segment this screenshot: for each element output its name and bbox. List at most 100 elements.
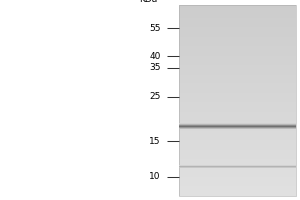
Bar — [178, 127, 296, 128]
Bar — [178, 162, 296, 164]
Bar — [178, 172, 296, 174]
Bar — [178, 64, 296, 65]
Bar — [178, 57, 296, 59]
Bar — [178, 35, 296, 37]
Bar — [178, 13, 296, 15]
Bar — [178, 45, 296, 46]
Bar — [178, 166, 296, 167]
Bar — [178, 40, 296, 42]
Bar — [178, 180, 296, 182]
Bar — [178, 61, 296, 62]
Text: 55: 55 — [149, 24, 160, 33]
Bar — [178, 126, 296, 128]
Bar — [178, 91, 296, 93]
Bar — [178, 151, 296, 153]
Bar — [178, 134, 296, 136]
Bar — [178, 32, 296, 34]
Bar — [178, 191, 296, 193]
Bar — [178, 110, 296, 112]
Bar — [178, 84, 296, 86]
Bar — [178, 37, 296, 38]
Bar — [178, 76, 296, 78]
Bar — [178, 38, 296, 40]
Bar — [178, 49, 296, 51]
Bar — [178, 8, 296, 10]
Bar — [178, 22, 296, 24]
Bar — [178, 164, 296, 166]
Bar — [178, 170, 296, 172]
Bar — [178, 97, 296, 99]
Bar — [178, 174, 296, 175]
Bar — [178, 142, 296, 143]
Bar — [178, 43, 296, 45]
Text: 40: 40 — [149, 52, 160, 61]
Bar — [178, 105, 296, 107]
Bar — [178, 116, 296, 118]
Bar — [178, 65, 296, 67]
Bar — [178, 189, 296, 191]
Bar — [178, 186, 296, 188]
Bar — [178, 143, 296, 145]
Bar — [178, 185, 296, 186]
Bar — [178, 126, 296, 127]
Bar — [178, 83, 296, 85]
Bar — [178, 68, 296, 70]
Bar — [178, 54, 296, 56]
Bar — [178, 128, 296, 129]
Bar — [178, 10, 296, 11]
Bar — [178, 59, 296, 61]
Bar — [178, 148, 296, 150]
Bar — [178, 11, 296, 13]
Bar — [178, 123, 296, 124]
Bar — [178, 118, 296, 120]
Bar — [178, 5, 296, 196]
Bar — [178, 111, 296, 113]
Bar — [178, 88, 296, 89]
Bar — [178, 16, 296, 18]
Bar — [178, 21, 296, 23]
Bar — [178, 78, 296, 80]
Bar — [178, 27, 296, 29]
Bar — [178, 140, 296, 142]
Bar — [178, 181, 296, 183]
Bar — [178, 169, 296, 171]
Bar — [178, 153, 296, 155]
Text: KDa: KDa — [139, 0, 158, 4]
Text: 10: 10 — [149, 172, 160, 181]
Bar — [178, 115, 296, 116]
Text: 15: 15 — [149, 137, 160, 146]
Bar — [178, 128, 296, 129]
Bar — [178, 125, 296, 126]
Bar — [178, 41, 296, 43]
Bar — [178, 81, 296, 83]
Bar — [178, 119, 296, 121]
Bar — [178, 103, 296, 105]
Bar — [178, 167, 296, 168]
Bar — [178, 29, 296, 30]
Bar — [178, 75, 296, 77]
Bar — [178, 72, 296, 73]
Bar — [178, 175, 296, 177]
Bar — [178, 80, 296, 81]
Text: 35: 35 — [149, 63, 160, 72]
Bar — [178, 129, 296, 131]
Bar — [178, 137, 296, 139]
Bar — [178, 159, 296, 161]
Bar — [178, 6, 296, 8]
Bar — [178, 194, 296, 196]
Bar — [178, 67, 296, 69]
Bar — [178, 188, 296, 190]
Bar — [178, 5, 296, 7]
Bar — [178, 178, 296, 180]
Bar — [178, 156, 296, 158]
Bar — [178, 127, 296, 129]
Bar — [178, 102, 296, 104]
Bar — [178, 124, 296, 125]
Bar — [178, 62, 296, 64]
Bar — [178, 14, 296, 16]
Bar — [178, 46, 296, 48]
Bar — [178, 124, 296, 126]
Bar — [178, 19, 296, 21]
Bar — [178, 30, 296, 32]
Bar — [178, 177, 296, 178]
